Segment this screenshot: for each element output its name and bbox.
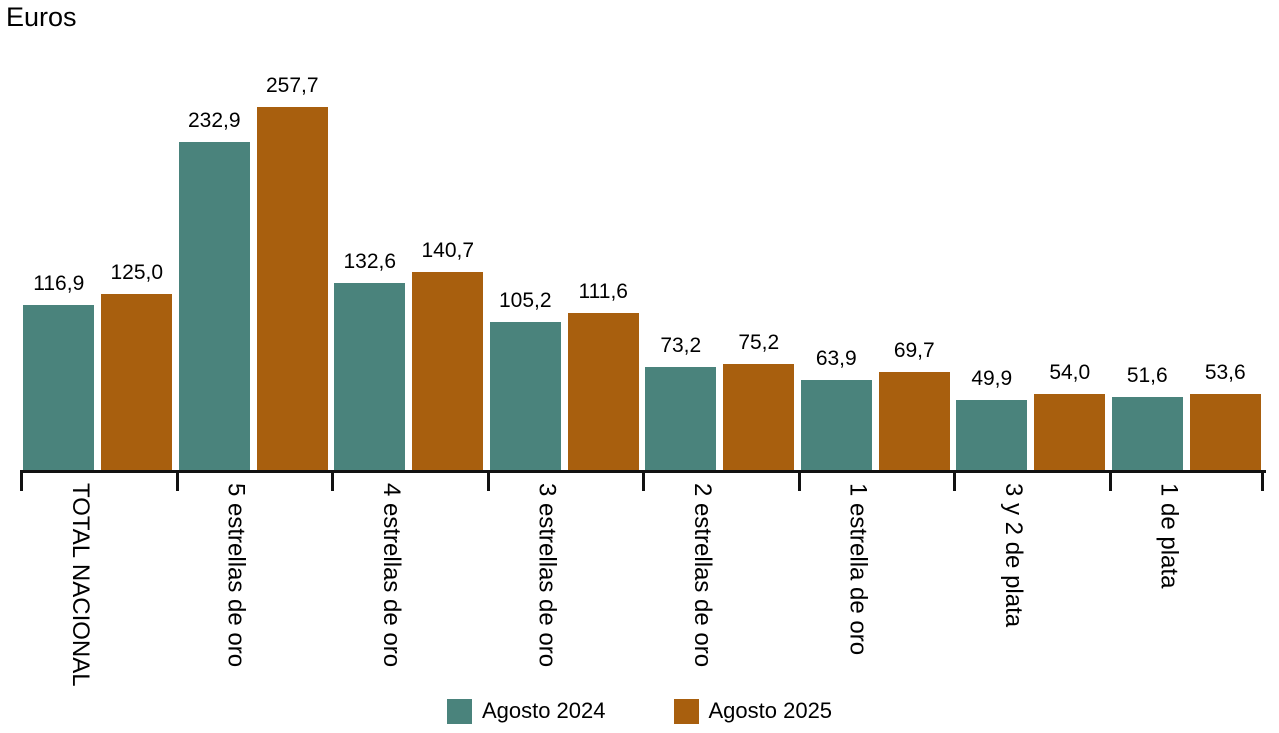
- x-axis-label: 3 estrellas de oro: [533, 483, 561, 668]
- bar: [101, 294, 173, 470]
- bar-group: 51,6 53,6: [1109, 50, 1265, 470]
- legend-swatch: [446, 698, 472, 724]
- bar-value-label: 51,6: [1126, 364, 1168, 387]
- axis-tick: [20, 472, 23, 491]
- bar-value-label: 54,0: [1049, 361, 1091, 384]
- bar-value-label: 105,2: [498, 289, 552, 312]
- bar-column: 232,9: [178, 109, 250, 470]
- x-axis-label: 5 estrellas de oro: [222, 483, 250, 668]
- axis-tick: [1108, 472, 1112, 491]
- bar-column: 75,2: [723, 331, 795, 470]
- x-axis-label-cell: 5 estrellas de oro: [176, 483, 332, 672]
- bar: [956, 400, 1028, 470]
- bar-column: 105,2: [489, 289, 561, 470]
- bar: [256, 107, 328, 470]
- legend-item: Agosto 2024: [446, 698, 606, 724]
- x-axis-label: 4 estrellas de oro: [378, 483, 405, 668]
- bar-column: 111,6: [567, 280, 639, 470]
- bar-group: 132,6 140,7: [331, 50, 487, 470]
- bar: [1034, 394, 1106, 470]
- axis-tick: [175, 472, 179, 491]
- bar: [878, 372, 950, 470]
- bar-value-label: 140,7: [421, 239, 475, 262]
- bar-value-label: 125,0: [110, 261, 164, 284]
- x-axis-label-cell: TOTAL NACIONAL: [20, 483, 176, 692]
- x-axis-label: 1 estrella de oro: [844, 483, 872, 656]
- bar-value-label: 232,9: [187, 109, 241, 132]
- bar-group: 63,9 69,7: [798, 50, 954, 470]
- bar: [334, 283, 406, 470]
- axis-tick: [797, 472, 801, 491]
- x-axis-label: 3 y 2 de plata: [1000, 483, 1027, 628]
- bar: [23, 305, 95, 470]
- bar-column: 63,9: [800, 347, 872, 470]
- legend-label: Agosto 2024: [481, 698, 606, 723]
- bar-column: 73,2: [645, 334, 717, 470]
- axis-tick: [953, 472, 956, 491]
- bar: [412, 272, 484, 470]
- bar-value-label: 257,7: [265, 74, 319, 97]
- bar-column: 140,7: [412, 239, 484, 470]
- bar: [800, 380, 872, 470]
- axis-tick: [1261, 472, 1264, 491]
- bar-column: 51,6: [1111, 364, 1183, 470]
- x-axis-label: TOTAL NACIONAL: [67, 483, 94, 687]
- bar-value-label: 73,2: [660, 334, 702, 357]
- plot-area: 116,9 125,0 232,9 257,7 132,6 140,7 105,2 111,6…: [20, 50, 1264, 470]
- bar-group: 232,9 257,7: [176, 50, 332, 470]
- x-axis-label-cell: 1 de plata: [1109, 483, 1265, 593]
- axis-tick: [642, 472, 645, 491]
- x-axis-label-cell: 1 estrella de oro: [798, 483, 954, 660]
- x-axis-label: 1 de plata: [1155, 483, 1183, 589]
- bar-column: 125,0: [101, 261, 173, 470]
- bar-value-label: 116,9: [33, 272, 85, 295]
- legend-swatch: [673, 698, 699, 724]
- bar-value-label: 49,9: [971, 367, 1013, 390]
- x-axis-label-cell: 2 estrellas de oro: [642, 483, 798, 672]
- bar: [567, 313, 639, 470]
- bar: [1189, 394, 1261, 470]
- chart-title: Euros: [6, 2, 77, 32]
- bar-column: 53,6: [1189, 361, 1261, 470]
- x-axis-line: [20, 470, 1266, 473]
- bar-column: 49,9: [956, 367, 1028, 470]
- bar: [645, 367, 717, 470]
- bar-group: 73,2 75,2: [642, 50, 798, 470]
- x-axis-label-cell: 4 estrellas de oro: [331, 483, 487, 672]
- bar-group: 105,2 111,6: [487, 50, 643, 470]
- bar-value-label: 132,6: [343, 250, 397, 273]
- bar-group: 116,9 125,0: [20, 50, 176, 470]
- bar-value-label: 53,6: [1204, 361, 1246, 384]
- x-axis-label-cell: 3 y 2 de plata: [953, 483, 1109, 632]
- bar: [178, 142, 250, 470]
- legend-item: Agosto 2025: [673, 698, 833, 724]
- bar-value-label: 111,6: [578, 280, 628, 303]
- legend: Agosto 2024 Agosto 2025: [0, 698, 1279, 724]
- axis-tick: [486, 472, 490, 491]
- bar: [489, 322, 561, 470]
- bar-group: 49,9 54,0: [953, 50, 1109, 470]
- bar-column: 116,9: [23, 272, 95, 470]
- axis-tick: [331, 472, 334, 491]
- bar-column: 54,0: [1034, 361, 1106, 470]
- bar-value-label: 75,2: [738, 331, 780, 354]
- bar-column: 257,7: [256, 74, 328, 470]
- x-axis-label: 2 estrellas de oro: [689, 483, 716, 668]
- legend-label: Agosto 2025: [708, 698, 833, 723]
- bar: [723, 364, 795, 470]
- x-axis-label-cell: 3 estrellas de oro: [487, 483, 643, 672]
- bar: [1111, 397, 1183, 470]
- bar-column: 69,7: [878, 339, 950, 470]
- bar-value-label: 69,7: [893, 339, 935, 362]
- bar-column: 132,6: [334, 250, 406, 470]
- bar-value-label: 63,9: [815, 347, 857, 370]
